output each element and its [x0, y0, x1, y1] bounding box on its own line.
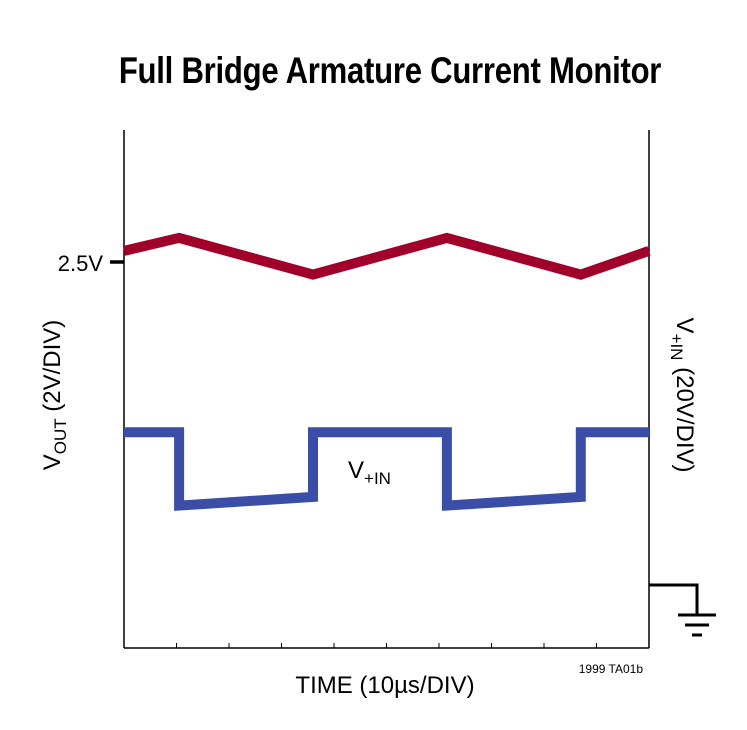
right-axis-label: V+IN (20V/DIV)	[667, 318, 698, 473]
left-axis-label-sub: OUT	[51, 418, 70, 454]
series-trace-edge-1	[123, 236, 650, 276]
left-axis-label-main: V	[39, 454, 66, 470]
right-axis-label-sub: +IN	[667, 334, 686, 361]
ref-level-label: 2.5V	[58, 251, 104, 276]
series-trace-edge-0	[124, 431, 649, 507]
left-axis-label: VOUT (2V/DIV)	[39, 320, 70, 471]
left-axis-label-rest: (2V/DIV)	[39, 320, 66, 419]
right-axis-label-main: V	[671, 318, 698, 334]
ground-icon	[649, 583, 716, 637]
page-title: Full Bridge Armature Current Monitor	[118, 50, 662, 91]
x-axis-ticks	[123, 643, 650, 648]
traces	[122, 232, 651, 511]
right-axis-label-rest: (20V/DIV)	[671, 360, 698, 472]
series-label-vin-main: V	[348, 457, 364, 484]
series-label-vin: V+IN	[348, 457, 391, 488]
figure-id: 1999 TA01b	[579, 662, 644, 676]
series-label-vin-sub: +IN	[364, 469, 391, 488]
x-axis-label: TIME (10µs/DIV)	[295, 672, 474, 699]
